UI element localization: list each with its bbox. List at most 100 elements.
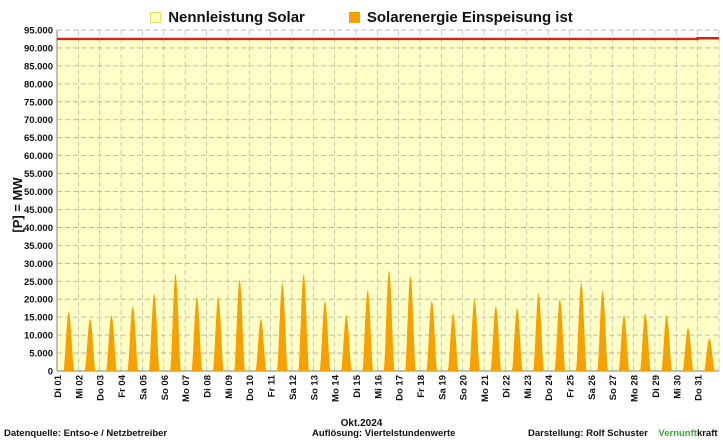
- y-tick-label: 25.000: [24, 277, 53, 288]
- capacity-line-path: [57, 37, 719, 41]
- x-tick-label: Di 01: [53, 374, 64, 397]
- feed-peak: [661, 315, 673, 371]
- resolution-value: Viertelstundenwerte: [364, 428, 456, 439]
- x-tick-label: Sa 19: [437, 375, 448, 400]
- x-tick-label: So 13: [309, 375, 320, 400]
- x-tick-label: Mo 21: [480, 374, 491, 402]
- y-tick-label: 55.000: [24, 169, 53, 180]
- y-tick-label: 60.000: [24, 151, 53, 162]
- legend: Nennleistung Solar Solarenergie Einspeis…: [0, 6, 723, 28]
- capacity-area: [57, 38, 719, 371]
- y-tick-label: 80.000: [24, 79, 53, 90]
- y-tick-label: 15.000: [24, 313, 53, 324]
- legend-label-capacity: Nennleistung Solar: [168, 8, 305, 26]
- x-tick-label: Fr 04: [117, 374, 128, 397]
- feed-peak: [639, 313, 651, 371]
- y-axis-label: [P] = MW: [10, 177, 25, 233]
- feed-peak: [255, 318, 267, 371]
- feed-peak: [234, 279, 245, 371]
- x-tick-label: Di 22: [501, 375, 512, 398]
- x-tick-label: Mi 09: [224, 375, 235, 399]
- feed-peak: [341, 315, 352, 371]
- feed-peak: [618, 315, 630, 371]
- feed-peak: [490, 306, 502, 371]
- feed-peak: [170, 274, 181, 371]
- resolution-info: Auflösung: Viertelstundenwerte: [312, 428, 455, 439]
- x-tick-label: Sa 26: [587, 375, 598, 400]
- author-label: Darstellung:: [528, 428, 584, 439]
- feed-in-series: [63, 270, 715, 371]
- legend-label-feed: Solarenergie Einspeisung ist: [366, 8, 573, 26]
- y-tick-label: 75.000: [24, 97, 53, 108]
- feed-peak: [447, 313, 459, 371]
- x-tick-label: So 06: [160, 375, 171, 400]
- x-tick-label: Sa 05: [138, 374, 149, 400]
- feed-peak: [405, 275, 416, 371]
- brand-part-2: kraft: [696, 428, 718, 439]
- y-tick-label: 35.000: [24, 241, 53, 252]
- x-tick-labels: Di 01 Mi 02 Do 03 Fr 04 Sa 05 So 06 Mo 07 Di 08…: [53, 374, 705, 402]
- x-tick-label: Fr 11: [267, 374, 278, 397]
- capacity-area-fill: [57, 38, 719, 371]
- feed-peak: [575, 283, 587, 371]
- feed-peak: [704, 338, 715, 371]
- source-value: Entso-e / Netzbetreiber: [63, 428, 168, 439]
- x-tick-label: Di 08: [202, 375, 213, 398]
- grid-lines: [56, 29, 720, 372]
- y-tick-label: 70.000: [24, 115, 53, 126]
- feed-peak: [298, 274, 309, 371]
- feed-peak: [191, 297, 203, 371]
- feed-peak: [212, 297, 224, 371]
- y-tick-label: 65.000: [24, 133, 53, 144]
- x-tick-label: Fr 25: [566, 374, 577, 397]
- resolution-label: Auflösung:: [312, 428, 363, 439]
- feed-peak: [148, 293, 160, 371]
- x-tick-label: Di 15: [352, 374, 363, 397]
- x-tick-label: Mi 23: [523, 375, 534, 399]
- x-tick-label: Fr 18: [416, 375, 427, 398]
- feed-peak: [84, 318, 96, 371]
- legend-swatch-feed: [348, 11, 360, 23]
- feed-peak: [682, 327, 694, 371]
- month-label: Okt.2024: [340, 418, 383, 429]
- y-tick-label: 85.000: [24, 61, 53, 72]
- y-tick-label: 5.000: [29, 349, 53, 360]
- feed-peak: [426, 301, 438, 371]
- feed-peak: [319, 301, 331, 371]
- y-tick-label: 40.000: [24, 223, 53, 234]
- x-tick-label: So 27: [608, 375, 619, 400]
- brand-part-1: Vernunft: [658, 428, 697, 439]
- x-tick-label: Do 17: [395, 375, 406, 401]
- x-tick-label: Mi 30: [672, 375, 683, 399]
- feed-peak: [554, 299, 566, 371]
- x-tick-label: Do 31: [694, 374, 705, 401]
- source-label: Datenquelle:: [4, 428, 62, 439]
- feed-peak: [276, 283, 288, 371]
- feed-peak: [106, 315, 117, 371]
- brand-logo: Vernunftkraft: [658, 428, 717, 439]
- x-tick-label: Do 24: [544, 374, 555, 401]
- y-tick-label: 45.000: [24, 205, 53, 216]
- y-tick-label: 20.000: [24, 295, 53, 306]
- feed-peak: [127, 306, 139, 371]
- x-tick-label: Sa 12: [288, 375, 299, 400]
- y-tick-label: 30.000: [24, 259, 53, 270]
- legend-swatch-capacity: [150, 11, 162, 23]
- x-tick-label: Mi 16: [373, 375, 384, 399]
- feed-peak: [362, 290, 374, 371]
- x-tick-label: Di 29: [651, 375, 662, 398]
- x-tick-label: Do 03: [96, 375, 107, 401]
- y-tick-labels: 0 5.000 10.000 15.000 20.000 25.000 30.000 35.0…: [24, 26, 53, 378]
- x-tick-label: Mo 28: [630, 375, 641, 402]
- x-tick-label: Mi 02: [74, 375, 85, 399]
- legend-item-capacity: Nennleistung Solar: [150, 6, 305, 28]
- feed-peak: [533, 293, 544, 371]
- y-tick-label: 95.000: [24, 26, 53, 37]
- author-value: Rolf Schuster: [586, 428, 648, 439]
- x-tick-label: So 20: [459, 375, 470, 400]
- y-tick-label: 50.000: [24, 187, 53, 198]
- y-tick-label: 0: [48, 367, 53, 378]
- feed-peak: [511, 308, 523, 371]
- feed-peak: [383, 270, 395, 371]
- legend-item-feed: Solarenergie Einspeisung ist: [348, 6, 573, 28]
